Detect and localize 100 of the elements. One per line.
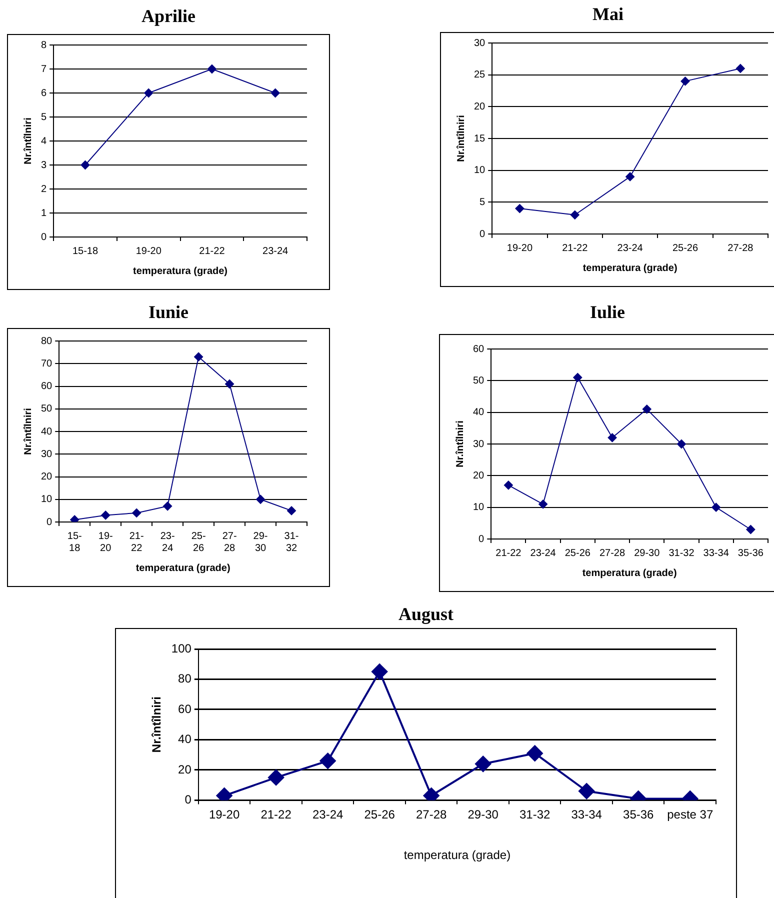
point bbox=[608, 433, 617, 442]
x-tick-label: 19-20 bbox=[98, 530, 113, 554]
point bbox=[101, 510, 110, 520]
x-tick-label: 19-20 bbox=[208, 808, 240, 822]
y-tick-label: 30 bbox=[41, 448, 53, 460]
point bbox=[144, 88, 154, 98]
x-axis-title: temperatura (grade) bbox=[582, 568, 677, 579]
chart-title: Mai bbox=[592, 4, 624, 25]
y-tick-label: 25 bbox=[474, 70, 486, 81]
x-tick-label: 27-28 bbox=[222, 530, 237, 554]
point bbox=[320, 752, 336, 769]
x-tick-label: 23-24 bbox=[160, 530, 175, 554]
y-tick-label: 0 bbox=[46, 516, 53, 528]
y-tick-label: 60 bbox=[41, 381, 53, 392]
x-tick-label: 25-26 bbox=[672, 242, 698, 254]
x-tick-label: 29-30 bbox=[253, 530, 268, 554]
y-tick-label: 50 bbox=[473, 375, 485, 386]
chart-title: Aprilie bbox=[140, 6, 196, 27]
x-tick-label: 35-36 bbox=[738, 548, 764, 559]
x-axis-title: temperatura (grade) bbox=[133, 266, 228, 277]
x-tick-label: 23-24 bbox=[312, 808, 344, 822]
y-tick-label: 0 bbox=[184, 792, 192, 807]
y-tick-label: 10 bbox=[41, 494, 53, 506]
point bbox=[270, 88, 280, 98]
y-tick-label: 0 bbox=[41, 232, 47, 243]
point bbox=[287, 506, 296, 516]
y-tick-label: 10 bbox=[474, 165, 486, 176]
point bbox=[504, 480, 513, 490]
point bbox=[680, 76, 690, 86]
y-tick-label: 80 bbox=[41, 336, 53, 347]
y-tick-label: 4 bbox=[41, 136, 47, 147]
y-tick-label: 100 bbox=[171, 641, 192, 656]
x-tick-label: 33-34 bbox=[703, 548, 730, 559]
point bbox=[515, 204, 524, 214]
point bbox=[626, 172, 635, 182]
point bbox=[746, 525, 756, 534]
x-tick-label: 15-18 bbox=[72, 246, 98, 257]
x-tick-label: 27-28 bbox=[728, 242, 754, 254]
y-tick-label: 20 bbox=[474, 101, 486, 112]
x-tick-label: 31-32 bbox=[519, 808, 551, 822]
point bbox=[573, 373, 582, 382]
point bbox=[578, 783, 595, 800]
y-tick-label: 60 bbox=[178, 702, 192, 716]
y-axis-title: Nr.întîlniri bbox=[454, 420, 466, 468]
y-axis-title: Nr.întîlniri bbox=[456, 114, 467, 162]
x-axis-title: temperatura (grade) bbox=[582, 262, 678, 274]
y-tick-label: 1 bbox=[41, 208, 47, 219]
y-tick-label: 40 bbox=[473, 407, 485, 418]
y-tick-label: 80 bbox=[178, 672, 192, 686]
y-tick-label: 6 bbox=[41, 88, 47, 99]
y-tick-label: 50 bbox=[41, 404, 53, 415]
y-tick-label: 10 bbox=[473, 502, 485, 514]
y-tick-label: 0 bbox=[480, 228, 486, 240]
y-tick-label: 30 bbox=[474, 38, 486, 49]
y-tick-label: 5 bbox=[41, 112, 47, 123]
y-tick-label: 30 bbox=[473, 438, 485, 450]
x-tick-label: 35-36 bbox=[623, 808, 654, 822]
y-tick-label: 8 bbox=[41, 40, 47, 51]
x-axis-title: temperatura (grade) bbox=[136, 562, 230, 574]
x-tick-label: 25-26 bbox=[191, 530, 206, 554]
point bbox=[538, 500, 548, 509]
chart-title: Iunie bbox=[147, 302, 190, 323]
x-tick-label: 29-30 bbox=[634, 548, 660, 559]
x-tick-label: 23-24 bbox=[530, 548, 556, 559]
y-axis-title: Nr.întîlniri bbox=[22, 117, 34, 164]
x-tick-label: 31-32 bbox=[284, 530, 299, 554]
y-tick-label: 40 bbox=[178, 732, 192, 746]
x-tick-label: 21-22 bbox=[129, 530, 144, 554]
y-tick-label: 40 bbox=[41, 426, 53, 438]
x-tick-label: 19-20 bbox=[506, 242, 533, 254]
y-tick-label: 20 bbox=[41, 472, 53, 482]
y-tick-label: 20 bbox=[178, 762, 192, 776]
y-tick-label: 2 bbox=[41, 184, 47, 195]
x-tick-label: peste 37 bbox=[667, 808, 714, 822]
y-tick-label: 20 bbox=[473, 470, 485, 482]
x-tick-label: 33-34 bbox=[571, 808, 602, 822]
point bbox=[712, 502, 721, 512]
y-tick-label: 7 bbox=[41, 64, 47, 75]
point bbox=[207, 64, 216, 74]
y-axis-title: Nr.întîlniri bbox=[22, 408, 34, 455]
x-tick-label: 23-24 bbox=[617, 242, 644, 254]
y-tick-label: 60 bbox=[473, 344, 485, 355]
x-tick-label: 29-30 bbox=[468, 808, 499, 822]
x-tick-label: 19-20 bbox=[136, 246, 162, 257]
y-tick-label: 70 bbox=[41, 358, 53, 370]
y-axis-title: Nr.întîlniri bbox=[150, 696, 164, 753]
x-tick-label: 23-24 bbox=[262, 246, 289, 257]
x-tick-label: 25-26 bbox=[564, 548, 591, 559]
point bbox=[736, 64, 745, 73]
point bbox=[642, 404, 652, 414]
y-tick-label: 0 bbox=[478, 534, 485, 545]
x-tick-label: 21-22 bbox=[562, 242, 588, 254]
point bbox=[163, 502, 172, 511]
x-tick-label: 21-22 bbox=[199, 246, 226, 257]
point bbox=[194, 352, 204, 362]
x-tick-label: 25-26 bbox=[364, 808, 396, 822]
x-tick-label: 31-32 bbox=[668, 548, 695, 559]
point bbox=[80, 160, 90, 170]
point bbox=[570, 210, 580, 220]
point bbox=[70, 515, 80, 522]
